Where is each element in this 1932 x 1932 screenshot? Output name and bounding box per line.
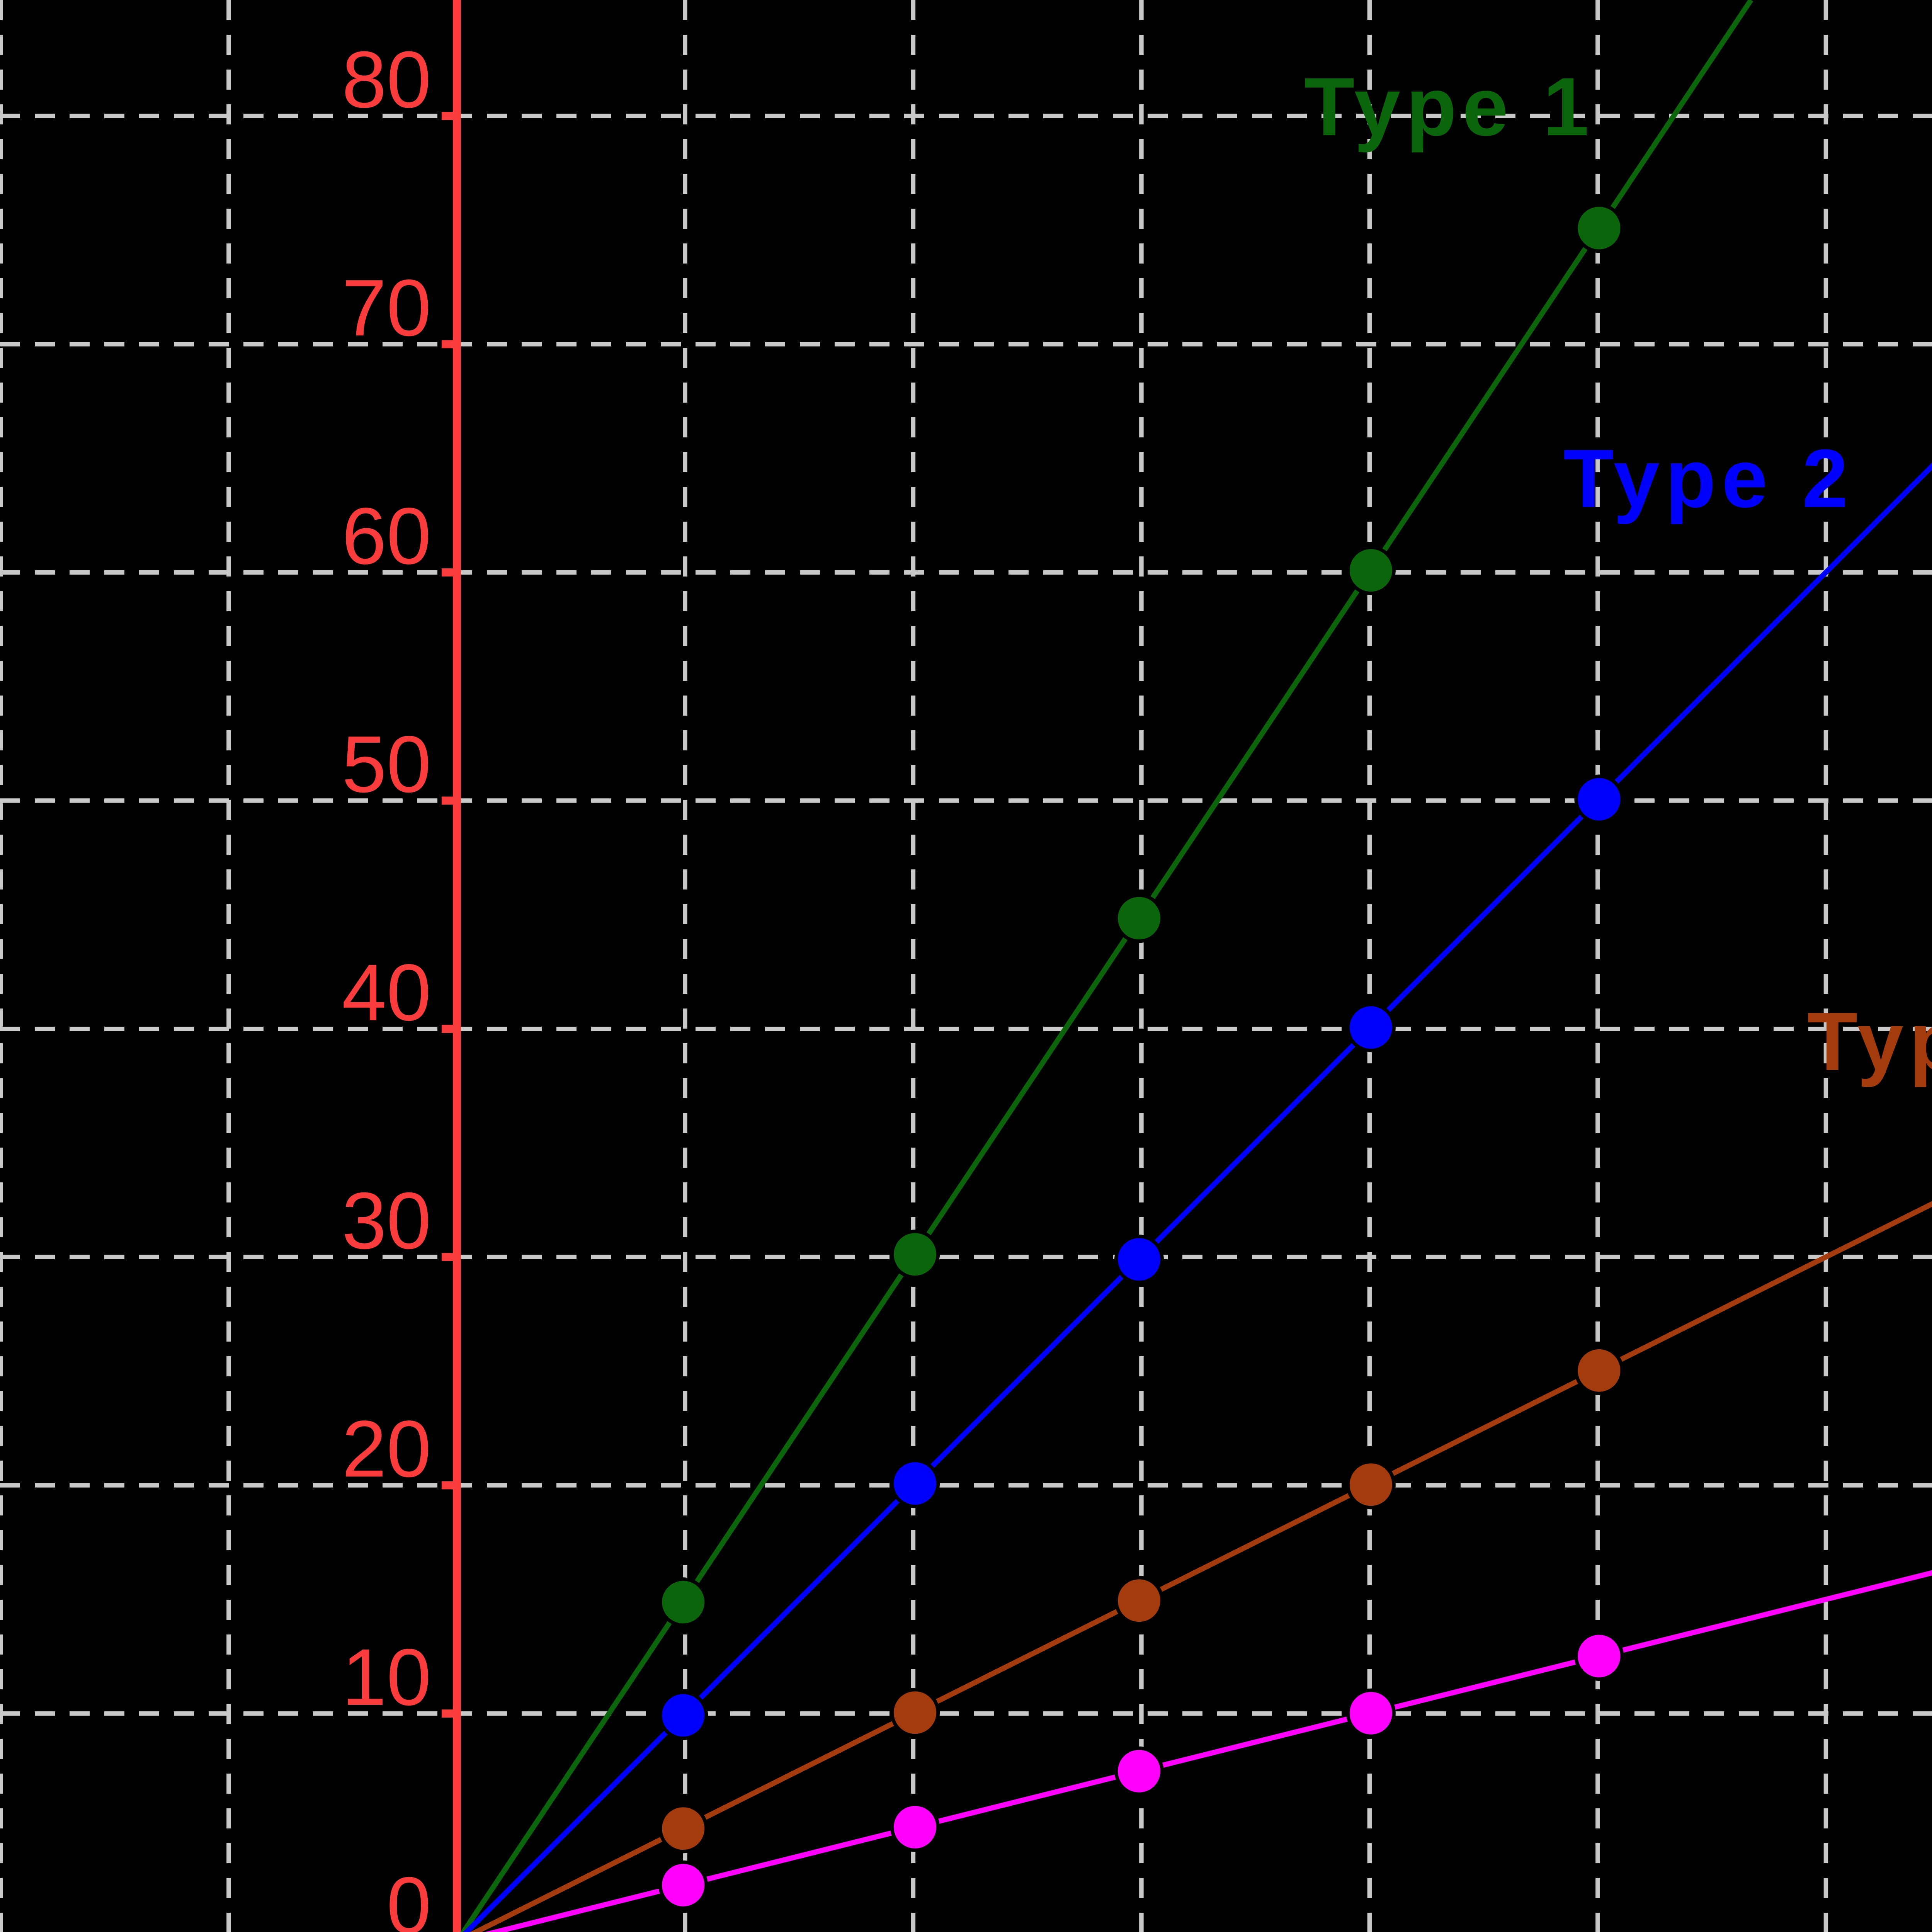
svg-text:Type 1: Type 1 (1304, 61, 1595, 153)
svg-text:0: 0 (386, 1861, 431, 1932)
svg-text:30: 30 (342, 1176, 431, 1266)
svg-text:60: 60 (342, 492, 431, 581)
svg-text:50: 50 (342, 720, 431, 810)
svg-text:Type 2: Type 2 (1563, 432, 1854, 525)
svg-text:Type 3: Type 3 (1807, 995, 1932, 1088)
svg-text:10: 10 (342, 1633, 431, 1722)
svg-text:20: 20 (342, 1404, 431, 1494)
svg-text:80: 80 (342, 35, 431, 125)
svg-text:40: 40 (342, 948, 431, 1037)
svg-text:70: 70 (342, 263, 431, 353)
